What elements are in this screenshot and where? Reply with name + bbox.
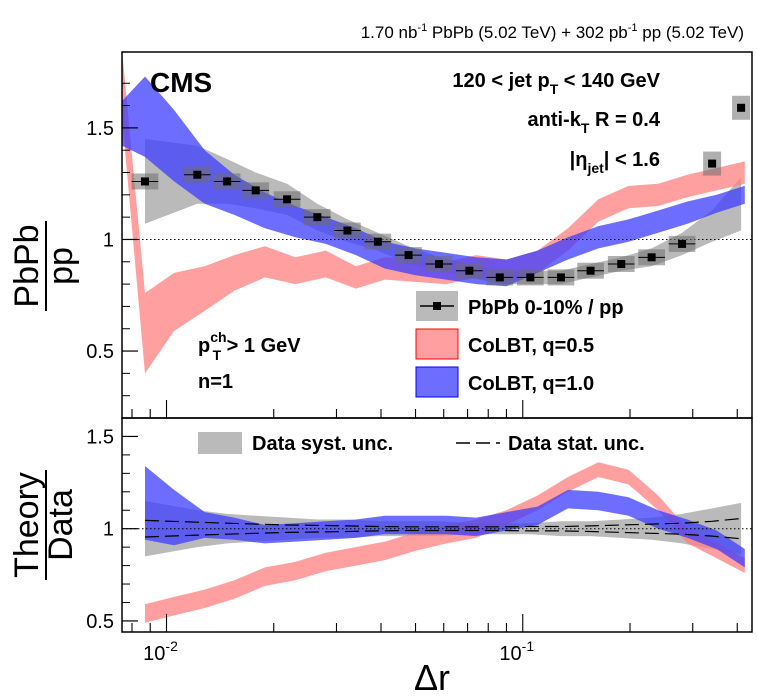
data-point	[140, 177, 149, 186]
data-stat-line-up	[144, 517, 742, 528]
data-point	[193, 170, 202, 179]
legend-q05-label: CoLBT, q=0.5	[468, 335, 594, 357]
data-point	[617, 260, 626, 269]
data-point	[708, 159, 717, 168]
bottom-panel: 0.5 1 1.5 10-2 10-1 Theory Data Data syst. u…	[8, 417, 753, 696]
data-point	[283, 195, 292, 204]
top-y-axis-title: PbPb pp	[8, 221, 80, 311]
data-point	[373, 237, 382, 246]
jet-pt-label: 120 < jet pT < 140 GeV	[452, 70, 660, 97]
legend-data-marker	[433, 302, 441, 310]
legend-data-label: PbPb 0-10% / pp	[468, 297, 624, 319]
colbt-q10-band	[122, 76, 745, 287]
n-label: n=1	[198, 371, 233, 393]
data-point	[737, 103, 746, 112]
legend-q05-swatch	[415, 328, 459, 360]
data-point	[556, 273, 565, 282]
cms-label: CMS	[150, 67, 212, 98]
legend-syst-swatch	[198, 432, 242, 454]
top-y-tick-label: 1.5	[86, 118, 114, 140]
bottom-bands	[122, 462, 752, 623]
bottom-legend: Data syst. unc. Data stat. unc.	[198, 432, 645, 455]
data-point	[465, 266, 474, 275]
top-data-points	[131, 95, 751, 286]
data-point	[404, 251, 413, 260]
bottom-frame	[121, 417, 753, 633]
jet-eta-label: |ηjet| < 1.6	[570, 149, 660, 176]
top-axes: 0.5 1 1.5	[86, 82, 738, 418]
top-y-tick-label: 1	[103, 229, 114, 251]
track-pt-label: pch T > 1 GeV	[198, 329, 301, 363]
legend-q10-label: CoLBT, q=1.0	[468, 373, 594, 395]
bottom-y-tick-label: 1.5	[86, 426, 114, 448]
top-ylabel-numerator: PbPb	[8, 224, 46, 307]
legend-q10-swatch	[415, 366, 459, 398]
data-point	[223, 177, 232, 186]
data-point	[251, 186, 260, 195]
data-point	[586, 266, 595, 275]
jet-algorithm-label: anti-kT R = 0.4	[527, 109, 660, 136]
x-axis-title: Δr	[414, 657, 450, 696]
top-panel: 0.5 1 1.5 PbPb pp CMS 120 < jet pT < 140 G…	[8, 49, 753, 419]
x-tick-label: 10-2	[143, 638, 178, 665]
colbt-q05-band	[122, 49, 745, 374]
legend-syst-label: Data syst. unc.	[252, 433, 393, 455]
legend-stat-label: Data stat. unc.	[508, 433, 645, 455]
bottom-ylabel-denominator: Data	[42, 489, 80, 561]
data-point	[495, 273, 504, 282]
luminosity-header: 1.70 nb-1 PbPb (5.02 TeV) + 302 pb-1 pp …	[361, 22, 744, 42]
colbt-q05-ratio-band	[145, 462, 745, 623]
top-ylabel-denominator: pp	[42, 247, 80, 285]
bottom-y-axis-title: Theory Data	[8, 470, 80, 580]
x-tick-label: 10-1	[499, 638, 534, 665]
data-point	[526, 273, 535, 282]
data-point	[647, 253, 656, 262]
data-stat-line-down	[144, 529, 742, 540]
colbt-q10-ratio-band	[145, 466, 745, 568]
top-y-tick-label: 0.5	[86, 341, 114, 363]
data-point	[678, 239, 687, 248]
data-point	[435, 260, 444, 269]
bottom-ylabel-numerator: Theory	[8, 472, 46, 578]
data-point	[313, 213, 322, 222]
top-bands	[122, 49, 752, 374]
bottom-axes: 0.5 1 1.5 10-2 10-1	[86, 426, 738, 665]
top-frame	[121, 51, 753, 419]
bottom-y-tick-label: 1	[103, 519, 114, 541]
top-legend: PbPb 0-10% / pp CoLBT, q=0.5 CoLBT, q=1.…	[415, 291, 624, 398]
bottom-y-tick-label: 0.5	[86, 611, 114, 633]
data-point	[343, 226, 352, 235]
